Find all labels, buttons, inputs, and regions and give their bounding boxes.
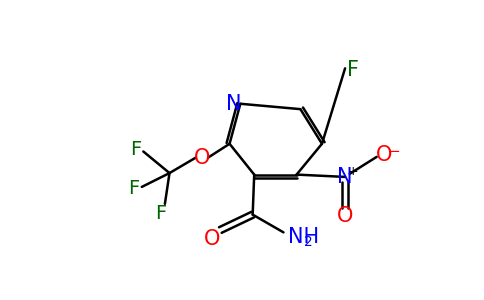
Text: N: N [337, 167, 353, 187]
Text: 2: 2 [304, 235, 313, 249]
Text: F: F [155, 204, 166, 224]
Text: O: O [194, 148, 210, 168]
Text: N: N [227, 94, 242, 114]
Text: F: F [130, 140, 141, 160]
Text: O: O [337, 206, 353, 226]
Text: O: O [204, 229, 220, 248]
Text: −: − [387, 144, 400, 159]
Text: F: F [128, 179, 140, 198]
Text: +: + [348, 165, 358, 178]
Text: NH: NH [288, 227, 319, 247]
Text: O: O [376, 146, 393, 165]
Text: F: F [347, 60, 359, 80]
